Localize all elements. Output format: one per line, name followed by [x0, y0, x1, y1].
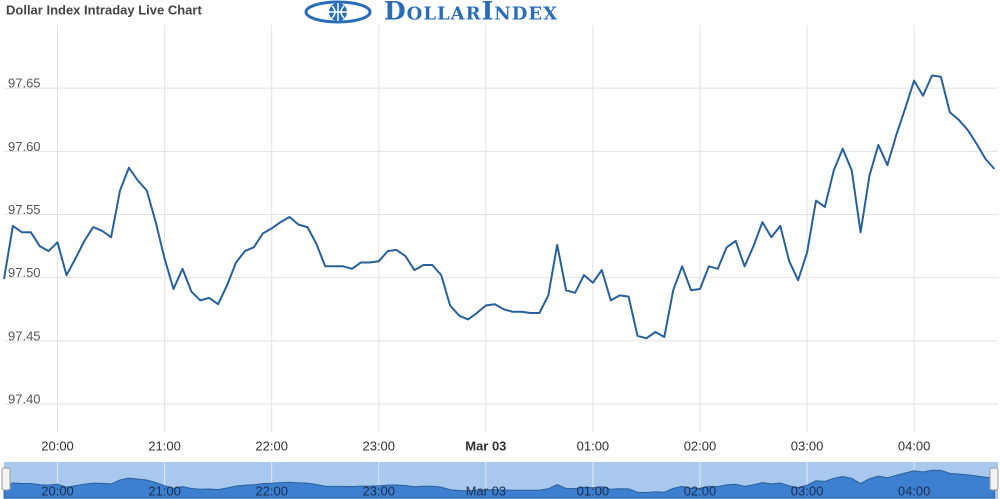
navigator-handle-right[interactable]: [989, 467, 999, 491]
y-tick-label: 97.60: [8, 139, 41, 154]
logo-globe-lines: [329, 3, 347, 21]
x-tick-label: 01:00: [577, 438, 610, 453]
price-line: [3, 74, 996, 340]
navigator-tick-label: 22:00: [255, 483, 288, 498]
navigator-tick-label: 20:00: [41, 483, 74, 498]
x-tick-label: 03:00: [791, 438, 824, 453]
x-tick-label: 20:00: [41, 438, 74, 453]
navigator-tick-label: 04:00: [898, 483, 931, 498]
navigator[interactable]: 20:00 21:00 22:00 23:00 Mar 03 01:00 02:00 03:0…: [3, 462, 995, 499]
navigator-tick-label: 02:00: [684, 483, 717, 498]
navigator-area: [3, 469, 995, 499]
navigator-tick-label: 01:00: [577, 483, 610, 498]
grid: [4, 25, 998, 432]
navigator-tick-label: Mar 03: [466, 483, 506, 498]
logo-ring: [304, 0, 372, 24]
x-tick-label: 04:00: [898, 438, 931, 453]
y-tick-label: 97.50: [8, 265, 41, 280]
chart-title: Dollar Index Intraday Live Chart: [6, 2, 202, 17]
navigator-tick-label: 23:00: [362, 483, 395, 498]
logo-text: DollarIndex: [384, 0, 558, 26]
plot: [3, 74, 996, 340]
x-tick-label: 23:00: [362, 438, 395, 453]
navigator-tick-label: 03:00: [791, 483, 824, 498]
x-tick-label: 21:00: [148, 438, 181, 453]
navigator-handle-left[interactable]: [1, 467, 11, 491]
logo: DollarIndex: [304, 0, 558, 26]
x-tick-label: 22:00: [255, 438, 288, 453]
y-tick-label: 97.65: [8, 76, 41, 91]
y-tick-label: 97.55: [8, 202, 41, 217]
navigator-tick-label: 21:00: [148, 483, 181, 498]
x-tick-label: 02:00: [684, 438, 717, 453]
x-tick-label: Mar 03: [465, 438, 506, 453]
y-tick-label: 97.40: [8, 391, 41, 406]
axis-labels: 97.40 97.45 97.50 97.55 97.60 97.65 20:00 21:00…: [8, 76, 930, 454]
y-tick-label: 97.45: [8, 328, 41, 343]
